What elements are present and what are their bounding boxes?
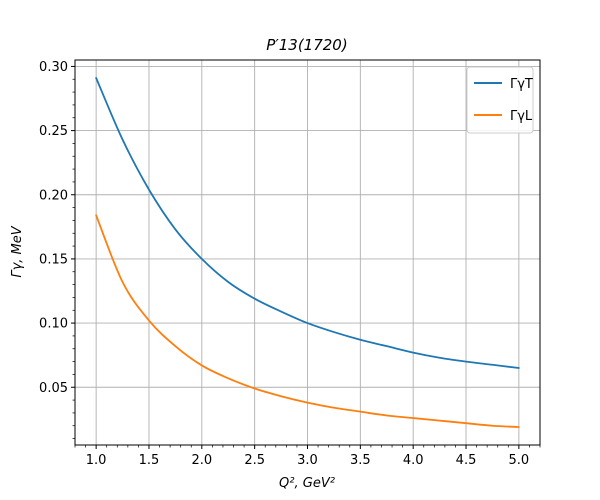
axis-ticks: 1.0 1.5 2.0 2.5 3.0 3.5 4.0 4.5 5.0 0.05 0.10 0.15 0… xyxy=(39,60,541,468)
y-tick-label: 0.05 xyxy=(39,381,68,396)
legend: ΓγT ΓγL xyxy=(466,66,534,134)
series-layer xyxy=(95,77,520,428)
y-tick-label: 0.25 xyxy=(39,124,68,139)
legend-label-transverse: ΓγT xyxy=(510,77,533,92)
grid xyxy=(75,60,540,445)
x-tick-label: 1.5 xyxy=(139,453,160,468)
x-tick-label: 1.0 xyxy=(86,453,107,468)
series-line-transverse xyxy=(95,77,520,369)
x-tick-label: 4.0 xyxy=(403,453,424,468)
x-tick-label: 5.0 xyxy=(509,453,530,468)
legend-label-longitudinal: ΓγL xyxy=(510,109,533,124)
series-line-longitudinal xyxy=(95,214,520,428)
x-tick-label: 4.5 xyxy=(456,453,477,468)
y-tick-label: 0.15 xyxy=(39,252,68,267)
y-tick-label: 0.30 xyxy=(39,60,68,75)
x-tick-label: 3.0 xyxy=(297,453,318,468)
x-tick-label: 3.5 xyxy=(350,453,371,468)
y-axis-label: Γγ, MeV xyxy=(10,225,25,277)
x-tick-label: 2.0 xyxy=(191,453,212,468)
y-tick-label: 0.20 xyxy=(39,188,68,203)
y-tick-label: 0.10 xyxy=(39,317,68,332)
x-tick-label: 2.5 xyxy=(244,453,265,468)
x-axis-label: Q², GeV² xyxy=(279,476,335,491)
chart-title: P′13(1720) xyxy=(266,36,347,54)
